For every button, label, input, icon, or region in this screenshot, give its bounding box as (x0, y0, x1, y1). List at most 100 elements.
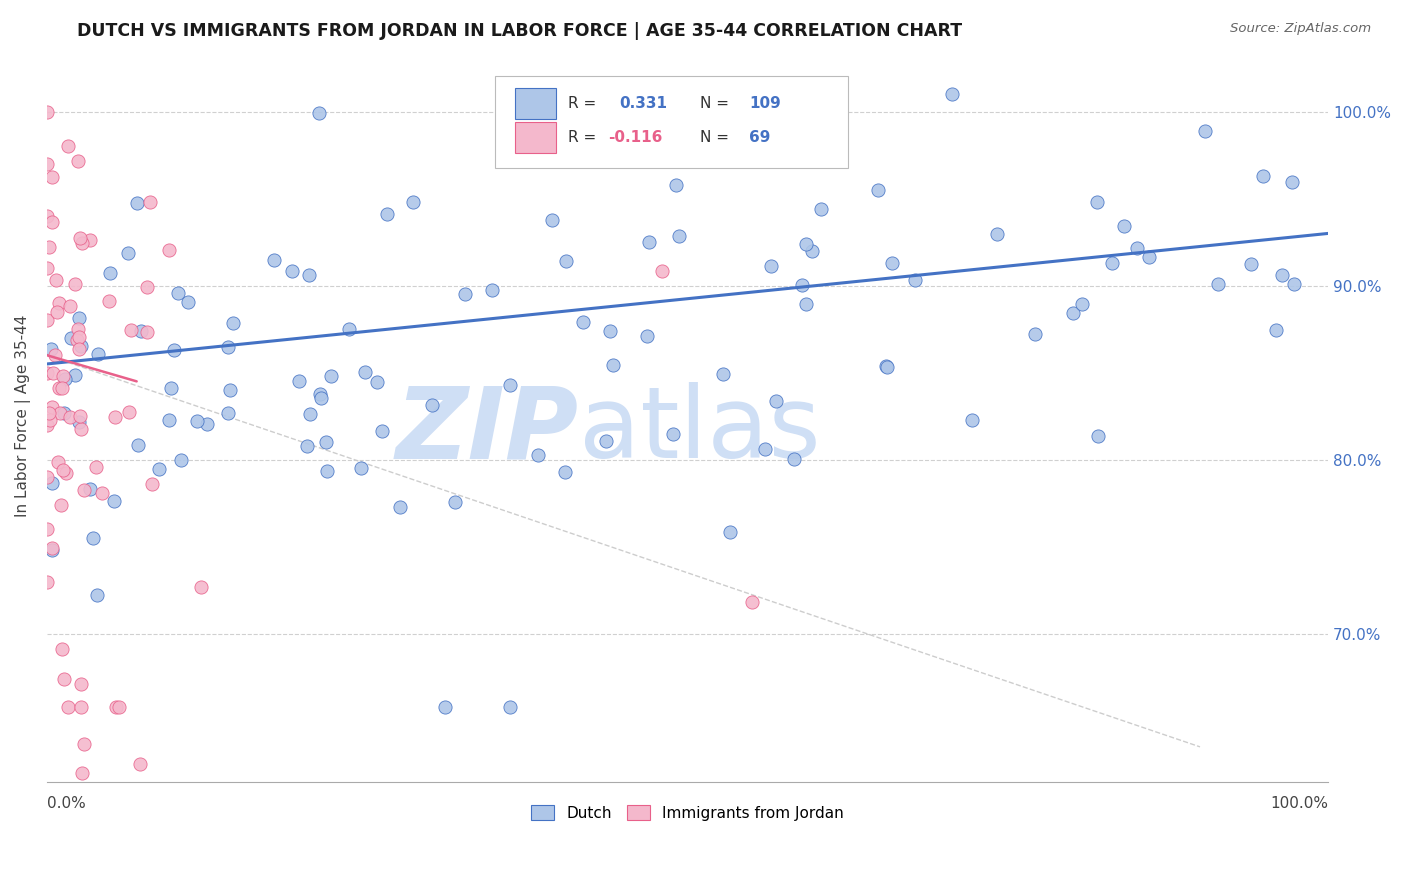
Point (316, 464, 339, 478)
Point (222, 316, 245, 330)
Text: 109: 109 (749, 95, 780, 111)
Text: atlas: atlas (579, 383, 820, 479)
Point (120, 323, 142, 337)
Point (298, 268, 321, 283)
Point (904, 272, 927, 286)
Point (1281, 175, 1303, 189)
Point (35, 417, 58, 432)
Point (1282, 277, 1305, 291)
Point (354, 365, 377, 379)
Text: N =: N = (700, 95, 730, 111)
Point (875, 359, 897, 373)
Point (572, 314, 595, 328)
Point (87, 347, 110, 361)
Point (637, 235, 659, 249)
Point (599, 324, 621, 338)
Point (662, 427, 685, 442)
Point (79, 483, 101, 497)
Point (481, 283, 503, 297)
Point (35, 522, 58, 536)
Legend: Dutch, Immigrants from Jordan: Dutch, Immigrants from Jordan (524, 798, 851, 827)
Point (35, 574, 58, 589)
Point (139, 194, 162, 209)
Point (1264, 322, 1286, 336)
Point (39, 342, 62, 356)
Point (665, 178, 688, 193)
Point (55, 466, 77, 480)
Point (63, 368, 86, 383)
Point (295, 439, 318, 453)
Point (217, 340, 239, 354)
Point (67, 342, 90, 356)
Point (53, 672, 76, 686)
Point (51, 641, 73, 656)
Point (190, 580, 212, 594)
Point (651, 264, 673, 278)
Text: 100.0%: 100.0% (1270, 796, 1329, 811)
Point (73, 483, 96, 497)
Point (97, 293, 120, 308)
Point (104, 699, 127, 714)
Point (35, 313, 58, 327)
Point (1137, 250, 1160, 264)
Point (53, 406, 76, 420)
Point (960, 413, 983, 427)
Point (1101, 256, 1123, 270)
Point (82, 531, 104, 545)
Point (35, 104, 58, 119)
Point (157, 413, 180, 427)
Point (35, 366, 58, 380)
Point (49, 499, 72, 513)
Point (69, 230, 91, 244)
Point (41, 543, 63, 558)
Point (70, 766, 93, 780)
Point (801, 244, 824, 259)
Text: 69: 69 (749, 130, 770, 145)
Point (499, 699, 522, 714)
Bar (515, 88, 555, 119)
Point (1206, 277, 1229, 291)
Point (1063, 306, 1085, 320)
Point (941, 87, 963, 102)
Point (370, 425, 392, 439)
Point (59, 410, 82, 425)
Point (79, 233, 101, 247)
Point (711, 367, 734, 381)
Point (48, 296, 70, 310)
Point (309, 391, 332, 405)
Point (170, 452, 193, 467)
Point (1024, 326, 1046, 341)
Point (668, 229, 690, 244)
Point (759, 259, 782, 273)
Point (48, 406, 70, 420)
Point (319, 369, 342, 384)
Point (51, 381, 73, 395)
Point (389, 500, 412, 514)
Point (366, 375, 388, 389)
Point (86, 588, 108, 602)
Point (38, 240, 60, 254)
Point (129, 757, 152, 772)
Text: -0.116: -0.116 (609, 130, 662, 145)
Point (765, 394, 787, 409)
Point (794, 237, 817, 252)
Point (41, 366, 63, 380)
Point (41, 401, 63, 415)
Point (141, 477, 163, 491)
Point (1087, 429, 1109, 443)
Point (84, 460, 107, 475)
FancyBboxPatch shape (495, 76, 848, 168)
Point (163, 343, 186, 357)
Point (72, 236, 94, 251)
Point (67, 322, 90, 336)
Point (792, 278, 814, 293)
Point (1194, 124, 1216, 138)
Point (195, 417, 218, 431)
Point (337, 321, 360, 335)
Point (718, 524, 741, 539)
Point (281, 264, 304, 278)
Point (177, 295, 200, 310)
Point (45, 273, 67, 287)
Point (148, 462, 170, 476)
Point (308, 106, 330, 120)
